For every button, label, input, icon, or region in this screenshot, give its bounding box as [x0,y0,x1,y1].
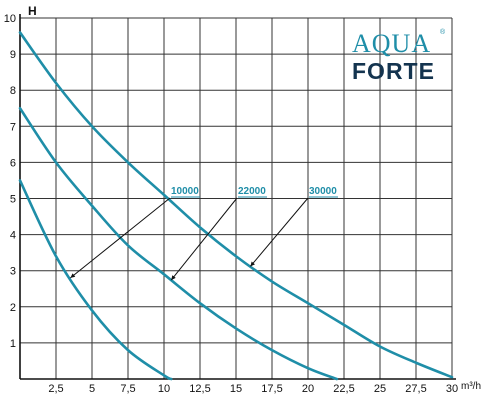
y-tick-label: 5 [10,194,16,206]
grid [19,14,456,380]
y-tick-label: 3 [10,266,16,278]
x-tick-label: 22,5 [333,383,354,395]
y-tick-label: 7 [10,121,16,133]
logo-reg-mark: ® [440,28,446,36]
x-tick-label: 5 [89,383,95,395]
y-tick-label: 8 [10,85,16,97]
curves [18,31,454,381]
logo-forte-text: FORTE [352,58,435,84]
x-tick-label: 25 [374,383,386,395]
series-label-22000: 22000 [238,186,266,197]
y-axis-title: H [28,4,37,18]
tick-labels: 2,5 5 7,5 10 12,5 15 17,5 20 22,5 25 27,5 30 1 2 3 4 5 6 7… [4,13,458,395]
x-tick-label: 17,5 [261,383,282,395]
y-tick-label: 9 [10,49,16,61]
x-axis-title: m³/h [461,381,481,392]
x-tick-label: 20 [302,383,314,395]
x-tick-label: 10 [158,383,170,395]
y-tick-label: 10 [4,13,16,25]
logo-aqua-text: AQUA [352,29,431,58]
x-tick-label: 2,5 [48,383,63,395]
pointer-arrowhead-22000 [171,275,176,281]
x-tick-label: 7,5 [120,383,135,395]
pointer-arrowhead-30000 [250,261,255,267]
pointer-line-22000 [170,197,238,281]
x-tick-label: 15 [230,383,242,395]
y-tick-label: 4 [10,230,16,242]
series-line-22000 [18,106,339,381]
pointer-line-10000 [70,197,171,279]
y-tick-label: 6 [10,157,16,169]
pointer-line-30000 [250,197,309,267]
x-tick-label: 30 [446,383,458,395]
pointer-arrowhead-10000 [70,273,76,278]
series-labels: 10000 22000 30000 [171,186,338,198]
series-line-30000 [18,31,454,379]
x-tick-label: 12,5 [189,383,210,395]
series-label-30000: 30000 [309,186,337,197]
series-label-pointers [70,197,309,281]
series-label-10000: 10000 [171,186,199,197]
series-line-10000 [18,179,173,381]
x-tick-label: 27,5 [405,383,426,395]
y-tick-label: 2 [10,302,16,314]
aquaforte-logo: AQUA ® FORTE [352,28,446,84]
y-tick-label: 1 [10,338,16,350]
